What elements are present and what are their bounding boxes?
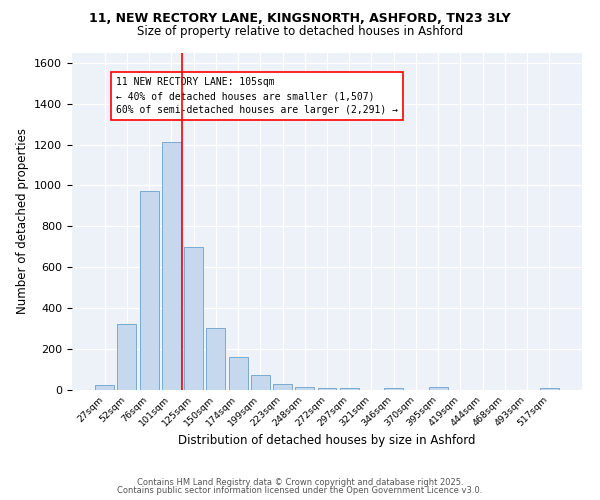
- Bar: [162, 142, 181, 390]
- Text: Contains HM Land Registry data © Crown copyright and database right 2025.: Contains HM Land Registry data © Crown c…: [137, 478, 463, 487]
- Bar: [251, 374, 270, 390]
- Bar: [273, 384, 292, 390]
- Bar: [95, 385, 114, 390]
- Y-axis label: Number of detached properties: Number of detached properties: [16, 128, 29, 314]
- X-axis label: Distribution of detached houses by size in Ashford: Distribution of detached houses by size …: [178, 434, 476, 447]
- Bar: [384, 388, 403, 390]
- Bar: [206, 328, 225, 390]
- Text: 11 NEW RECTORY LANE: 105sqm
← 40% of detached houses are smaller (1,507)
60% of : 11 NEW RECTORY LANE: 105sqm ← 40% of det…: [116, 77, 398, 115]
- Bar: [229, 358, 248, 390]
- Bar: [140, 190, 158, 390]
- Bar: [184, 247, 203, 390]
- Bar: [429, 387, 448, 390]
- Bar: [340, 388, 359, 390]
- Bar: [118, 324, 136, 390]
- Bar: [540, 388, 559, 390]
- Bar: [317, 388, 337, 390]
- Text: Size of property relative to detached houses in Ashford: Size of property relative to detached ho…: [137, 25, 463, 38]
- Text: Contains public sector information licensed under the Open Government Licence v3: Contains public sector information licen…: [118, 486, 482, 495]
- Text: 11, NEW RECTORY LANE, KINGSNORTH, ASHFORD, TN23 3LY: 11, NEW RECTORY LANE, KINGSNORTH, ASHFOR…: [89, 12, 511, 26]
- Bar: [295, 387, 314, 390]
